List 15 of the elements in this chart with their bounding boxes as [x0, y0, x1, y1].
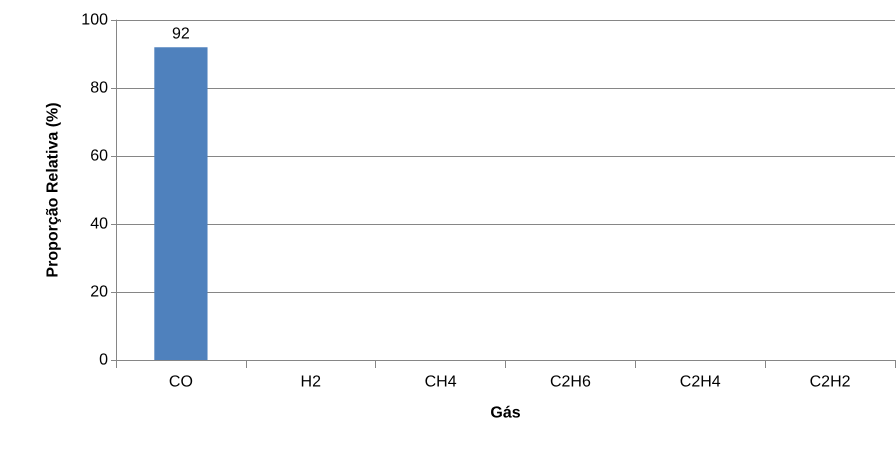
y-tick-label: 60 [90, 148, 108, 164]
y-tick-label: 100 [81, 12, 108, 28]
y-axis-title: Proporção Relativa (%) [44, 102, 62, 278]
y-tick-label: 20 [90, 284, 108, 300]
x-axis-title: Gás [490, 404, 521, 422]
y-tick-label: 80 [90, 80, 108, 96]
y-tick-label: 40 [90, 216, 108, 232]
x-tick-label: H2 [300, 374, 322, 390]
x-tick-label: C2H2 [810, 374, 851, 390]
x-tick-label: CO [168, 374, 193, 390]
x-tick-label: C2H4 [680, 374, 721, 390]
data-label: 92 [172, 26, 190, 43]
y-tick-label: 0 [99, 352, 108, 368]
x-tick-label: C2H6 [550, 374, 591, 390]
x-tick-label: CH4 [424, 374, 457, 390]
